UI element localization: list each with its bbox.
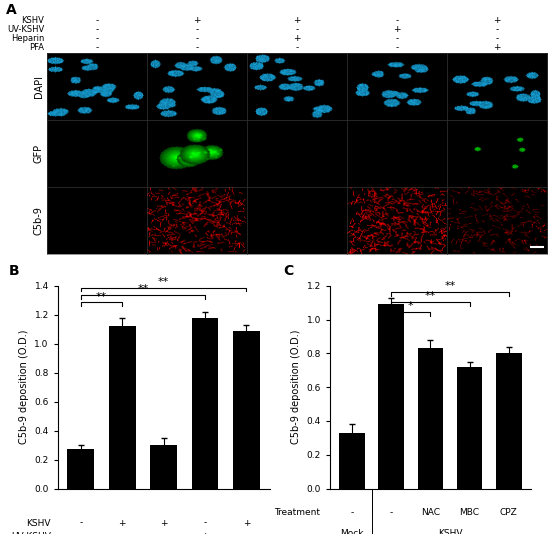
Text: KSHV: KSHV <box>438 529 462 534</box>
Bar <box>457 367 482 489</box>
Text: MBC: MBC <box>460 508 480 517</box>
Text: UV-KSHV: UV-KSHV <box>7 25 44 34</box>
Bar <box>417 348 443 489</box>
Text: +: + <box>201 532 209 534</box>
Text: DAPI: DAPI <box>34 75 44 98</box>
Text: -: - <box>204 519 207 528</box>
Bar <box>233 331 260 489</box>
Bar <box>109 326 136 489</box>
Text: -: - <box>95 25 98 34</box>
Text: GFP: GFP <box>34 144 44 163</box>
Text: -: - <box>496 25 499 34</box>
Bar <box>191 318 218 489</box>
Text: -: - <box>395 16 399 25</box>
Text: +: + <box>393 25 401 34</box>
Text: -: - <box>162 532 165 534</box>
Bar <box>496 354 521 489</box>
Text: -: - <box>120 532 124 534</box>
Text: -: - <box>389 508 393 517</box>
Text: UV-KSHV: UV-KSHV <box>11 532 51 534</box>
Text: -: - <box>79 519 82 528</box>
Text: -: - <box>195 25 199 34</box>
Text: +: + <box>493 43 501 52</box>
Text: *: * <box>408 301 414 311</box>
Bar <box>150 445 177 489</box>
Text: +: + <box>493 16 501 25</box>
Text: **: ** <box>425 291 436 301</box>
Text: A: A <box>6 3 16 17</box>
Text: -: - <box>295 43 299 52</box>
Text: CPZ: CPZ <box>500 508 518 517</box>
Text: -: - <box>350 508 354 517</box>
Text: -: - <box>295 25 299 34</box>
Text: **: ** <box>96 292 107 302</box>
Text: +: + <box>293 34 301 43</box>
Text: -: - <box>95 43 98 52</box>
Text: C5b-9: C5b-9 <box>34 206 44 235</box>
Text: KSHV: KSHV <box>21 16 44 25</box>
Text: -: - <box>395 43 399 52</box>
Text: B: B <box>8 264 19 278</box>
Y-axis label: C5b-9 deposition (O.D.): C5b-9 deposition (O.D.) <box>19 330 29 444</box>
Text: -: - <box>195 34 199 43</box>
Text: Treatment: Treatment <box>274 508 321 517</box>
Text: **: ** <box>138 285 148 294</box>
Text: C: C <box>283 264 294 278</box>
Text: NAC: NAC <box>421 508 440 517</box>
Text: **: ** <box>444 281 455 290</box>
Text: +: + <box>160 519 167 528</box>
Y-axis label: C5b-9 deposition (O.D.): C5b-9 deposition (O.D.) <box>291 330 301 444</box>
Text: -: - <box>395 34 399 43</box>
Text: -: - <box>496 34 499 43</box>
Bar <box>67 450 94 489</box>
Bar <box>378 304 404 489</box>
Bar <box>339 433 365 489</box>
Text: -: - <box>95 16 98 25</box>
Text: -: - <box>95 34 98 43</box>
Text: **: ** <box>158 277 169 287</box>
Text: PFA: PFA <box>29 43 44 52</box>
Text: -: - <box>195 43 199 52</box>
Text: +: + <box>243 519 250 528</box>
Text: -: - <box>245 532 248 534</box>
Text: +: + <box>193 16 201 25</box>
Text: +: + <box>293 16 301 25</box>
Text: Mock: Mock <box>340 529 364 534</box>
Text: -: - <box>79 532 82 534</box>
Text: KSHV: KSHV <box>26 519 51 528</box>
Text: Heparin: Heparin <box>10 34 44 43</box>
Text: +: + <box>118 519 126 528</box>
